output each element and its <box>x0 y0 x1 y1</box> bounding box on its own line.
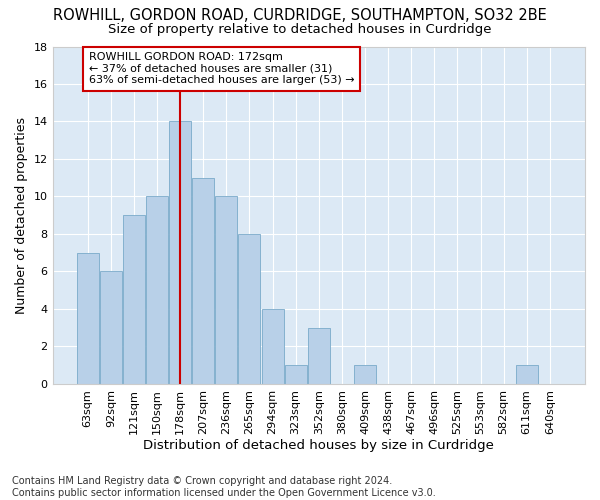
Bar <box>146 196 168 384</box>
Bar <box>192 178 214 384</box>
Bar <box>100 272 122 384</box>
X-axis label: Distribution of detached houses by size in Curdridge: Distribution of detached houses by size … <box>143 440 494 452</box>
Bar <box>284 365 307 384</box>
Text: Size of property relative to detached houses in Curdridge: Size of property relative to detached ho… <box>108 22 492 36</box>
Bar <box>238 234 260 384</box>
Text: Contains HM Land Registry data © Crown copyright and database right 2024.
Contai: Contains HM Land Registry data © Crown c… <box>12 476 436 498</box>
Bar <box>354 365 376 384</box>
Text: ROWHILL, GORDON ROAD, CURDRIDGE, SOUTHAMPTON, SO32 2BE: ROWHILL, GORDON ROAD, CURDRIDGE, SOUTHAM… <box>53 8 547 22</box>
Bar <box>123 215 145 384</box>
Bar <box>215 196 238 384</box>
Bar <box>516 365 538 384</box>
Text: ROWHILL GORDON ROAD: 172sqm
← 37% of detached houses are smaller (31)
63% of sem: ROWHILL GORDON ROAD: 172sqm ← 37% of det… <box>89 52 355 86</box>
Bar <box>308 328 330 384</box>
Bar <box>169 122 191 384</box>
Y-axis label: Number of detached properties: Number of detached properties <box>15 116 28 314</box>
Bar <box>77 252 98 384</box>
Bar <box>262 309 284 384</box>
